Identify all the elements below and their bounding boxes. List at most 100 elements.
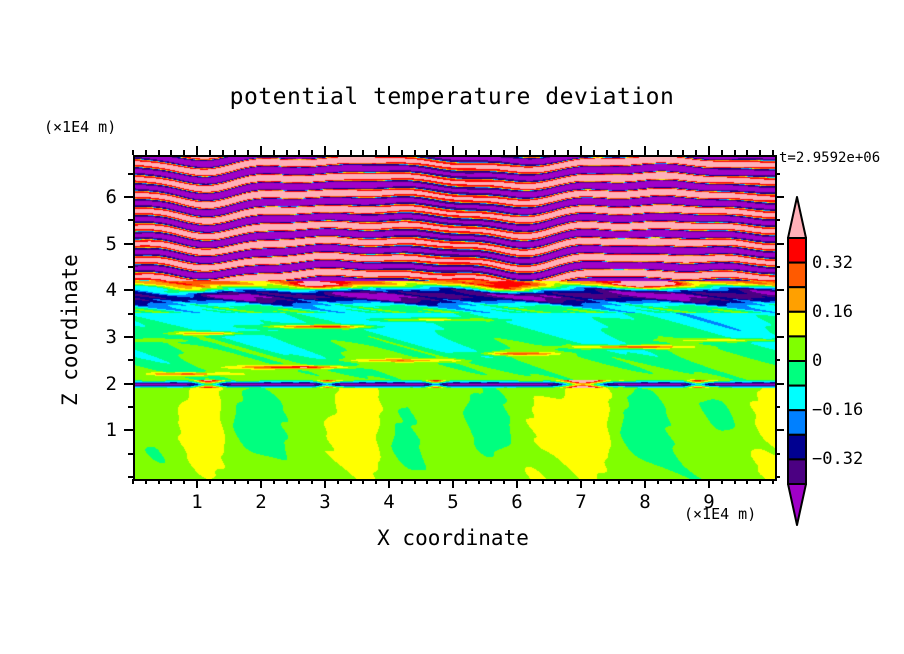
y-tick-minor — [128, 266, 133, 268]
x-tick-minor — [464, 479, 467, 484]
y-tick-major-right — [775, 196, 784, 198]
x-tick-minor — [528, 479, 531, 484]
x-tick-label: 9 — [703, 491, 715, 513]
colorbar — [786, 196, 808, 526]
x-tick-minor-top — [682, 150, 685, 155]
x-tick-minor-top — [439, 150, 442, 155]
x-tick-minor-top — [631, 150, 634, 155]
y-tick-major — [124, 382, 133, 385]
y-tick-minor — [128, 452, 133, 455]
x-tick-minor — [682, 479, 685, 484]
x-tick-minor-top — [336, 150, 339, 155]
x-tick-major — [388, 479, 390, 488]
y-tick-minor-right — [775, 172, 780, 175]
x-tick-minor — [311, 479, 314, 484]
contour-field-canvas — [135, 157, 775, 479]
x-tick-minor-top — [567, 150, 570, 155]
colorbar-under-arrow — [787, 483, 807, 526]
y-tick-label: 6 — [105, 186, 117, 208]
x-tick-major — [196, 479, 198, 488]
x-tick-major-top — [516, 146, 518, 155]
x-tick-minor-top — [733, 150, 736, 155]
y-tick-minor-right — [775, 219, 780, 222]
x-tick-minor-top — [247, 150, 250, 155]
x-tick-minor — [362, 479, 365, 484]
x-tick-minor — [285, 479, 288, 484]
y-tick-major — [124, 289, 133, 292]
x-tick-label: 2 — [255, 491, 267, 513]
x-tick-minor — [208, 479, 211, 484]
x-tick-minor-top — [490, 150, 493, 155]
y-tick-minor-right — [775, 452, 780, 455]
x-tick-minor — [247, 479, 250, 484]
colorbar-tick-label: −0.16 — [812, 400, 864, 421]
colorbar-band — [787, 286, 807, 313]
x-tick-minor-top — [592, 150, 595, 155]
x-tick-label: 1 — [191, 491, 203, 513]
colorbar-band — [787, 433, 807, 461]
y-tick-minor-right — [775, 266, 780, 268]
x-tick-minor-top — [157, 150, 160, 155]
y-tick-major — [124, 336, 133, 338]
y-tick-major-right — [775, 336, 784, 338]
colorbar-band — [787, 261, 807, 289]
x-tick-minor — [503, 479, 506, 484]
x-tick-minor — [541, 479, 544, 484]
y-tick-label: 1 — [105, 419, 117, 442]
x-tick-minor-top — [144, 150, 147, 155]
x-tick-minor — [656, 479, 659, 484]
time-annotation: t=2.9592e+06 — [779, 150, 881, 166]
x-tick-minor-top — [656, 150, 659, 155]
x-tick-minor — [631, 479, 634, 484]
x-tick-minor — [554, 479, 557, 484]
x-tick-minor — [413, 479, 416, 484]
x-tick-minor-top — [362, 150, 365, 155]
x-tick-minor — [349, 479, 352, 484]
x-tick-minor-top — [400, 150, 403, 155]
colorbar-tick-label: 0 — [812, 351, 823, 371]
x-tick-label: 8 — [639, 491, 651, 513]
x-tick-minor — [426, 479, 429, 484]
colorbar-tick-label: −0.32 — [812, 449, 864, 470]
x-tick-major — [324, 479, 326, 488]
y-tick-label: 5 — [105, 232, 117, 255]
x-tick-major-top — [452, 146, 454, 155]
colorbar-swatches — [787, 196, 807, 526]
x-tick-major-top — [708, 146, 710, 155]
y-tick-minor-right — [775, 312, 780, 315]
y-tick-minor-right — [775, 406, 780, 408]
colorbar-band — [787, 458, 807, 485]
y-tick-major-right — [775, 289, 784, 292]
y-tick-major-right — [775, 429, 784, 432]
x-tick-major — [580, 479, 582, 488]
x-tick-minor-top — [477, 150, 480, 155]
y-tick-minor-right — [775, 359, 780, 362]
x-tick-major-top — [580, 146, 582, 155]
y-axis-unit-label: (×1E4 m) — [44, 118, 117, 136]
y-tick-major — [124, 429, 133, 432]
y-tick-label: 2 — [105, 372, 117, 395]
x-tick-minor — [170, 479, 173, 484]
y-tick-minor-right — [775, 476, 780, 478]
colorbar-band — [787, 237, 807, 264]
x-tick-minor-top — [503, 150, 506, 155]
x-tick-minor-top — [605, 150, 608, 155]
colorbar-band — [787, 335, 807, 362]
y-tick-minor — [128, 219, 133, 222]
colorbar-tick-label: 0.16 — [812, 301, 853, 322]
x-tick-minor-top — [746, 150, 749, 155]
y-tick-major-right — [775, 242, 784, 245]
x-tick-minor-top — [183, 150, 186, 155]
x-tick-minor-top — [464, 150, 467, 155]
x-tick-minor — [759, 479, 762, 484]
colorbar-over-arrow — [787, 196, 807, 239]
x-tick-minor — [477, 479, 480, 484]
y-tick-minor — [128, 312, 133, 315]
x-tick-major-top — [196, 146, 198, 155]
x-tick-minor — [772, 479, 774, 484]
x-tick-major — [260, 479, 262, 488]
x-tick-minor — [157, 479, 160, 484]
colorbar-band — [787, 384, 807, 412]
x-tick-minor-top — [375, 150, 378, 155]
x-tick-minor — [132, 479, 134, 484]
